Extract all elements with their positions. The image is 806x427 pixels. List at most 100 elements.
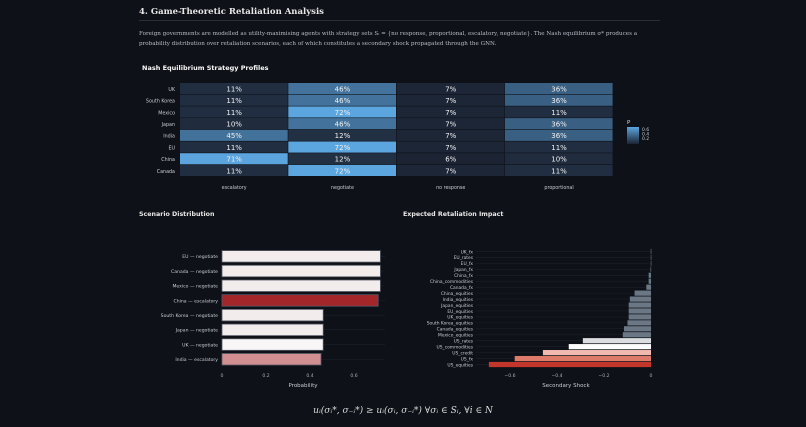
axis-tick: −0.4 (551, 373, 562, 379)
bar-label: Japan_equities (440, 303, 474, 309)
heatmap-cell (288, 153, 396, 165)
axis-tick: 0.6 (350, 373, 357, 379)
heatmap-cell-label: 11% (551, 144, 567, 152)
bar (648, 272, 651, 278)
heatmap-cell (288, 164, 396, 176)
bar-label: US_commodities (437, 344, 474, 350)
bar-label: UK_equities (447, 315, 473, 321)
heatmap-cell-label: 10% (551, 156, 567, 164)
intro-text: Foreign governments are modelled as util… (139, 31, 638, 47)
heatmap-cell-label: 7% (445, 85, 456, 93)
axis-tick: −0.2 (598, 373, 609, 379)
heatmap-row-label: China (161, 157, 175, 163)
bar (221, 353, 322, 366)
bar-label: Canada_fx (450, 285, 473, 291)
bar-label: China_fx (454, 273, 473, 279)
heatmap-cell (396, 141, 505, 153)
bar (628, 314, 651, 320)
heatmap-cell (396, 106, 505, 118)
bar (514, 355, 651, 362)
heatmap-cell-label: 11% (551, 109, 567, 117)
bar (622, 332, 651, 338)
bar-label: EU_rates (454, 255, 474, 261)
heatmap-cell-label: 7% (445, 97, 456, 105)
bar (628, 308, 651, 314)
bar (646, 284, 651, 290)
heatmap-cell (288, 141, 396, 153)
heatmap-row-label: EU (168, 145, 175, 151)
heatmap-cell-label: 7% (445, 132, 456, 140)
bar (221, 250, 381, 263)
heatmap-cell (504, 153, 613, 165)
bar-label: China_commodities (430, 279, 474, 285)
heatmap-cell (180, 118, 288, 130)
bar (650, 266, 652, 272)
heatmap-cell (396, 94, 505, 106)
heatmap-row-label: India (163, 134, 175, 140)
bar-label: US_credit (452, 350, 473, 356)
bar (629, 296, 651, 302)
axis-tick: −0.6 (504, 373, 515, 379)
bar (568, 344, 651, 350)
heatmap-cell-label: 36% (551, 85, 567, 93)
nash-formula: uᵢ(σᵢ*, σ₋ᵢ*) ≥ uᵢ(σᵢ, σ₋ᵢ*) ∀σᵢ ∈ Sᵢ, ∀… (313, 406, 493, 416)
colorbar (627, 127, 639, 144)
heatmap-cell-label: 11% (226, 109, 242, 117)
bar (221, 308, 324, 322)
bar (627, 320, 651, 326)
bar-label: US_rates (454, 339, 474, 345)
heatmap-col-label: proportional (544, 185, 573, 191)
axis-label: Secondary Shock (542, 383, 590, 389)
bar (634, 290, 651, 296)
heatmap-cell (288, 106, 396, 118)
heatmap-cell-label: 46% (335, 97, 351, 105)
heatmap-cell (396, 129, 505, 141)
bar-label: UK — negotiate (182, 342, 218, 348)
bar-label: UK_fx (461, 249, 474, 255)
heatmap-cell-label: 72% (335, 144, 351, 152)
bar-label: India_equities (443, 297, 474, 303)
heatmap-cell (180, 153, 288, 165)
section-title: 4. Game-Theoretic Retaliation Analysis (139, 7, 324, 17)
bar (542, 350, 651, 356)
heatmap-cell-label: 36% (551, 97, 567, 105)
bar (650, 248, 652, 255)
heatmap-cell (180, 129, 288, 141)
heatmap-cell-label: 6% (445, 156, 456, 164)
heatmap-cell-label: 46% (335, 120, 351, 128)
heatmap-cell-label: 72% (335, 167, 351, 175)
heatmap-cell-label: 7% (445, 109, 456, 117)
heatmap-cell-label: 72% (335, 109, 351, 117)
heatmap-cell-label: 11% (226, 85, 242, 93)
divider (139, 20, 660, 21)
heatmap-cell (288, 83, 396, 95)
heatmap-cell-label: 11% (551, 167, 567, 175)
bar-label: Japan_fx (453, 267, 473, 273)
heatmap-col-label: escalatory (222, 185, 247, 191)
axis-label: Probability (288, 383, 318, 389)
bar (488, 361, 651, 368)
heatmap-cell (396, 153, 505, 165)
heatmap-row-label: Canada (157, 169, 175, 175)
heatmap-cell (396, 118, 505, 130)
bar-label: EU_fx (461, 261, 474, 267)
bar (628, 302, 651, 308)
bar-label: China — escalatory (173, 298, 218, 304)
heatmap-row-label: Japan (161, 122, 175, 128)
bar-label: India — escalatory (175, 357, 218, 363)
bar (650, 254, 652, 261)
axis-tick: 0 (650, 373, 653, 379)
heatmap-cell-label: 7% (445, 144, 456, 152)
bar-label: South Korea — negotiate (161, 313, 219, 319)
heatmap-cell-label: 11% (226, 167, 242, 175)
bar (221, 338, 324, 351)
colorbar-tick: 0.2 (642, 136, 649, 142)
impact-title: Expected Retaliation Impact (403, 211, 504, 218)
heatmap-cell-label: 12% (335, 156, 351, 164)
heatmap-cell-label: 7% (445, 167, 456, 175)
bar (221, 323, 324, 337)
bar-label: Mexico_equities (438, 333, 474, 339)
heatmap-title: Nash Equilibrium Strategy Profiles (142, 64, 269, 72)
heatmap-cell-label: 11% (226, 144, 242, 152)
bar (582, 338, 651, 344)
